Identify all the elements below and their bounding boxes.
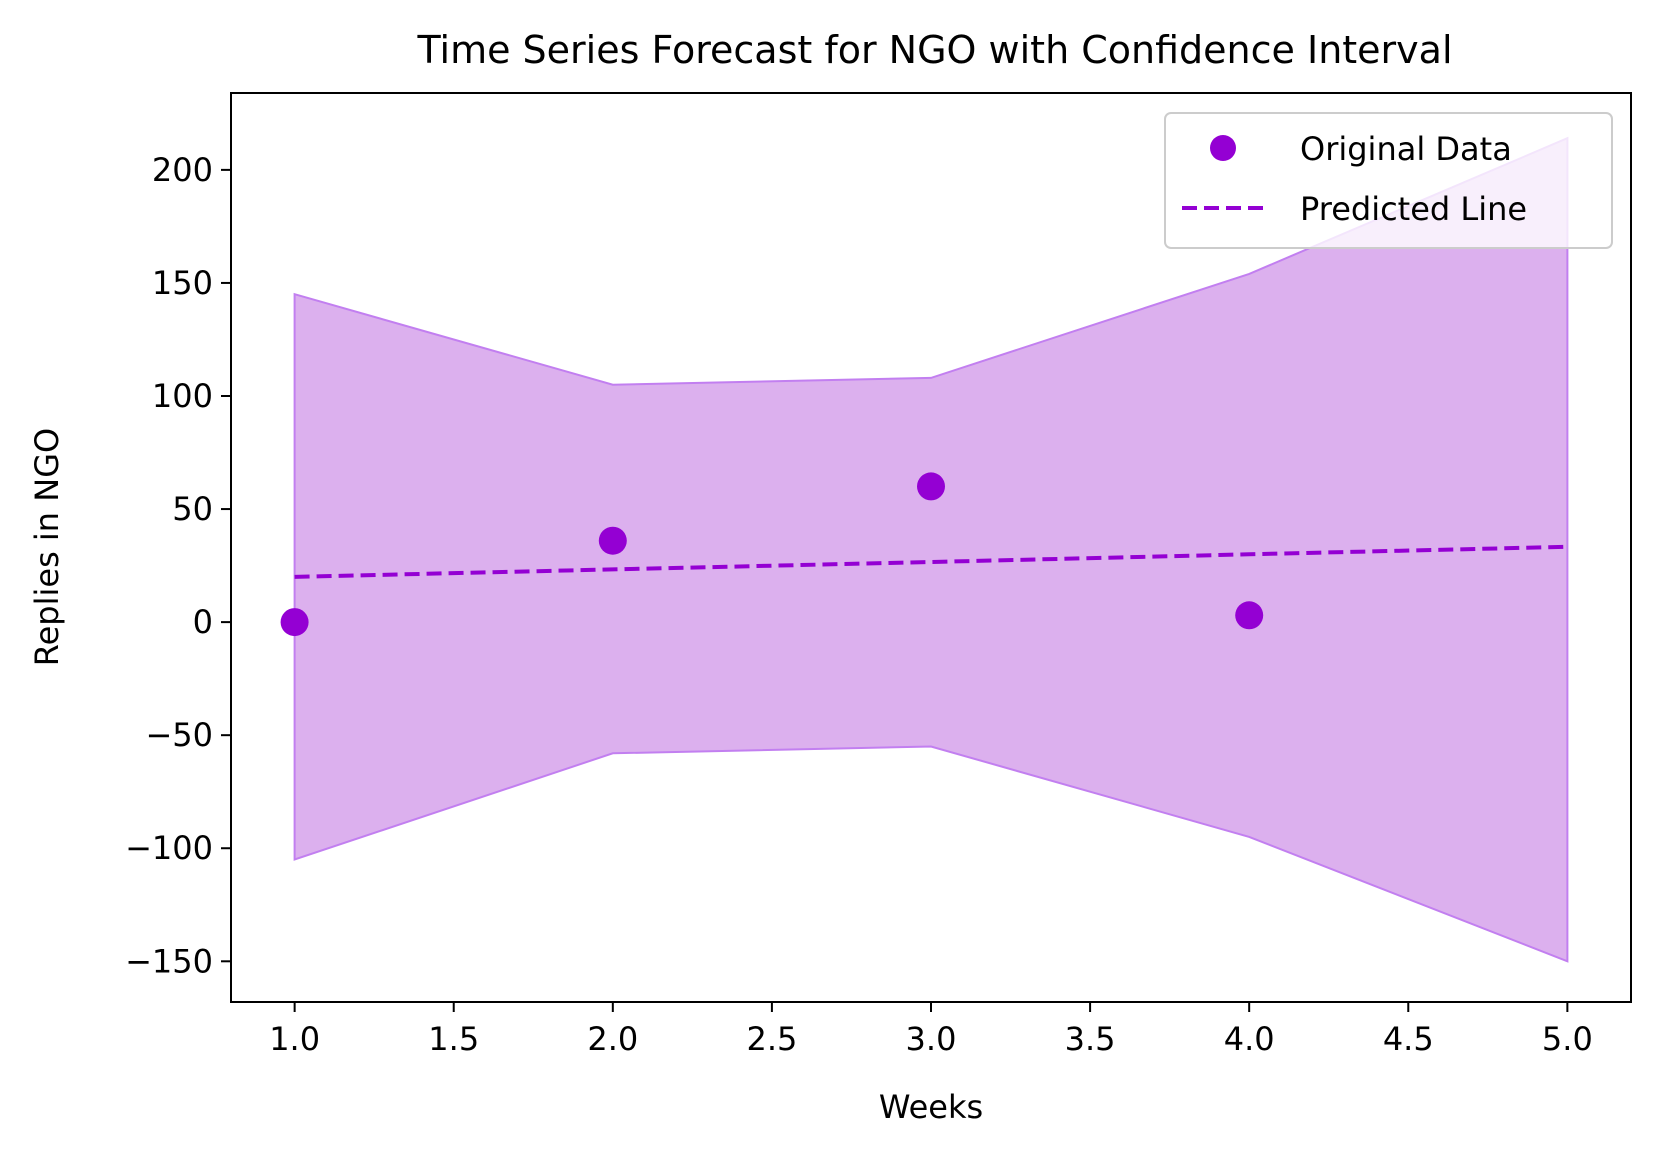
y-tick-label: 200: [152, 151, 213, 189]
legend-label-original-data: Original Data: [1300, 130, 1512, 168]
predicted-line: [294, 544, 1568, 579]
y-tick-label: 100: [152, 377, 213, 415]
legend-label-predicted-line: Predicted Line: [1300, 190, 1527, 228]
x-tick-label: 5.0: [1542, 1020, 1593, 1058]
y-axis: −150 −100 −50 0 50 100 150 200: [125, 151, 231, 980]
data-point-week-3: [917, 472, 945, 501]
x-tick-label: 1.5: [428, 1020, 479, 1058]
y-tick-label: −100: [125, 829, 213, 867]
y-axis-label: Replies in NGO: [28, 428, 66, 666]
x-tick-label: 2.5: [746, 1020, 797, 1058]
y-tick-label: −150: [125, 942, 213, 980]
y-tick-label: 0: [193, 603, 213, 641]
legend: Original Data Predicted Line: [1164, 112, 1613, 249]
data-point-week-2: [598, 526, 627, 555]
data-point-week-1: [280, 608, 309, 637]
y-tick-label: 50: [172, 490, 213, 528]
y-tick-label: 150: [152, 264, 213, 302]
x-tick-label: 3.0: [906, 1020, 957, 1058]
x-tick-label: 3.5: [1065, 1020, 1116, 1058]
confidence-interval-band: [293, 136, 1569, 963]
x-axis: 1.0 1.5 2.0 2.5 3.0 3.5 4.0 4.5 5.0: [269, 1002, 1593, 1058]
x-tick-label: 1.0: [269, 1020, 320, 1058]
chart-title: Time Series Forecast for NGO with Confid…: [416, 28, 1452, 72]
y-tick-label: −50: [145, 716, 213, 754]
x-tick-label: 2.0: [587, 1020, 638, 1058]
x-axis-label: Weeks: [879, 1088, 983, 1126]
plot-area: [280, 136, 1569, 963]
x-tick-label: 4.5: [1383, 1020, 1434, 1058]
legend-marker-original-data: [1210, 135, 1236, 161]
legend-frame: [1164, 112, 1613, 249]
x-tick-label: 4.0: [1224, 1020, 1275, 1058]
data-point-week-4: [1235, 601, 1264, 630]
